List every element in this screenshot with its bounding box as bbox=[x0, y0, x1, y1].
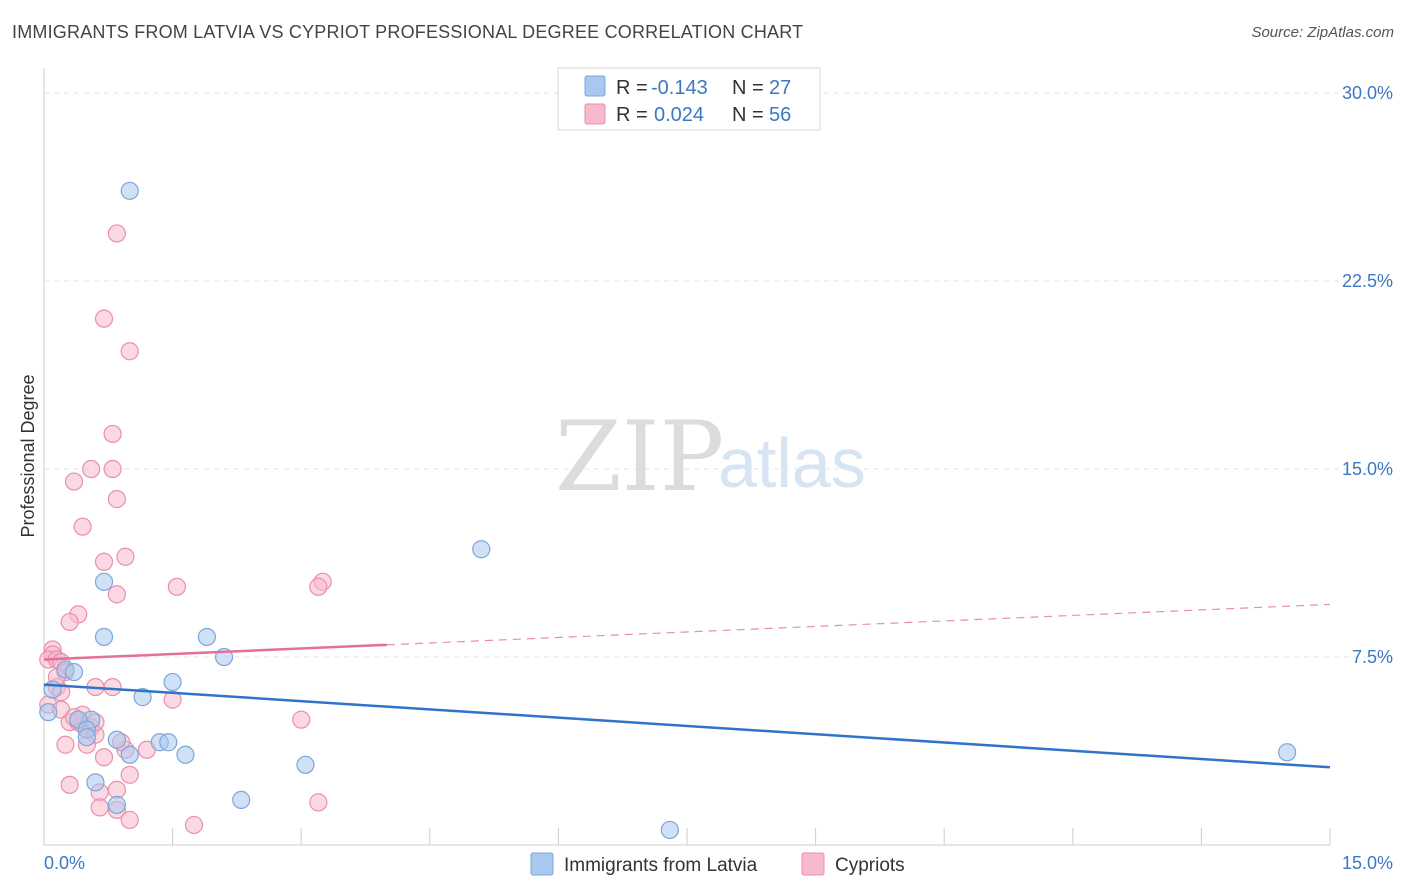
legend-r-label-latvia: R = bbox=[616, 77, 648, 99]
point-cypriots-43[interactable] bbox=[60, 775, 79, 794]
point-cypriots-49[interactable] bbox=[120, 810, 139, 830]
legend-r-label-cypriots: R = bbox=[616, 104, 648, 126]
point-cypriots-47[interactable] bbox=[90, 798, 109, 817]
y-tick-label-2: 22.5% bbox=[1342, 271, 1393, 291]
y-tick-label-3: 30.0% bbox=[1342, 83, 1393, 103]
point-latvia-1[interactable] bbox=[472, 540, 491, 559]
y-tick-labels: 7.5% 15.0% 22.5% 30.0% bbox=[1342, 83, 1393, 667]
point-latvia-25[interactable] bbox=[660, 820, 679, 840]
y-tick-label-1: 15.0% bbox=[1342, 459, 1393, 479]
point-latvia-16[interactable] bbox=[107, 730, 126, 749]
point-latvia-3[interactable] bbox=[94, 627, 114, 647]
point-cypriots-41[interactable] bbox=[94, 748, 114, 767]
point-latvia-26[interactable] bbox=[1278, 743, 1297, 762]
bottom-legend-label-cypriots[interactable]: Cypriots bbox=[835, 855, 905, 876]
legend-swatch-cypriots bbox=[584, 103, 606, 125]
trend-line-cypriots-extension bbox=[386, 603, 1331, 646]
point-cypriots-10[interactable] bbox=[94, 552, 114, 571]
bottom-legend-label-latvia[interactable]: Immigrants from Latvia bbox=[564, 855, 758, 876]
point-latvia-10[interactable] bbox=[133, 688, 152, 707]
watermark-zip: ZIP bbox=[555, 401, 724, 513]
point-latvia-11[interactable] bbox=[39, 703, 58, 722]
point-cypriots-46[interactable] bbox=[309, 793, 328, 812]
point-latvia-23[interactable] bbox=[107, 795, 126, 814]
bottom-legend-swatch-latvia[interactable] bbox=[530, 852, 554, 876]
x-tick-label-max: 15.0% bbox=[1342, 853, 1393, 873]
point-latvia-24[interactable] bbox=[232, 790, 251, 809]
point-cypriots-50[interactable] bbox=[184, 815, 204, 835]
trend-line-cypriots bbox=[43, 643, 387, 661]
legend-swatch-latvia bbox=[584, 75, 606, 97]
point-cypriots-25[interactable] bbox=[103, 677, 122, 697]
point-cypriots-3[interactable] bbox=[103, 424, 122, 444]
point-latvia-18[interactable] bbox=[159, 733, 178, 752]
bottom-legend: Immigrants from Latvia Cypriots bbox=[530, 852, 905, 876]
point-latvia-15[interactable] bbox=[77, 728, 96, 747]
point-cypriots-4[interactable] bbox=[82, 459, 101, 479]
point-cypriots-2[interactable] bbox=[120, 342, 139, 361]
y-axis-label: Professional Degree bbox=[18, 374, 38, 537]
legend-n-label-latvia: N = bbox=[732, 77, 764, 99]
source-label[interactable]: Source: ZipAtlas.com bbox=[1251, 24, 1394, 41]
legend-n-label-cypriots: N = bbox=[732, 104, 764, 126]
trend-lines bbox=[43, 603, 1331, 769]
point-cypriots-14[interactable] bbox=[107, 585, 126, 604]
point-latvia-22[interactable] bbox=[86, 773, 105, 792]
point-cypriots-8[interactable] bbox=[73, 517, 92, 536]
point-latvia-2[interactable] bbox=[94, 572, 114, 591]
y-tick-label-0: 7.5% bbox=[1352, 647, 1393, 667]
legend-r-value-cypriots: 0.024 bbox=[654, 104, 704, 126]
point-latvia-19[interactable] bbox=[120, 745, 139, 764]
point-latvia-7[interactable] bbox=[64, 662, 84, 682]
chart-title: IMMIGRANTS FROM LATVIA VS CYPRIOT PROFES… bbox=[12, 22, 804, 42]
x-tick-label-min: 0.0% bbox=[44, 853, 85, 873]
point-latvia-20[interactable] bbox=[176, 745, 195, 764]
top-legend: R = -0.143 N = 27 R = 0.024 N = 56 bbox=[557, 67, 821, 131]
point-cypriots-1[interactable] bbox=[94, 309, 114, 328]
point-cypriots-9[interactable] bbox=[116, 547, 135, 566]
point-latvia-21[interactable] bbox=[296, 755, 315, 774]
point-latvia-4[interactable] bbox=[197, 627, 216, 647]
legend-r-value-latvia: -0.143 bbox=[651, 77, 708, 99]
point-cypriots-37[interactable] bbox=[56, 735, 75, 754]
point-cypriots-16[interactable] bbox=[60, 612, 79, 632]
watermark-atlas: atlas bbox=[718, 424, 866, 502]
watermark: ZIP atlas bbox=[555, 401, 866, 513]
point-cypriots-42[interactable] bbox=[120, 765, 139, 784]
point-cypriots-0[interactable] bbox=[107, 224, 126, 243]
bottom-legend-swatch-cypriots[interactable] bbox=[801, 852, 825, 876]
point-cypriots-6[interactable] bbox=[64, 472, 84, 491]
trend-line-latvia bbox=[43, 683, 1331, 769]
legend-n-value-latvia: 27 bbox=[769, 77, 791, 99]
point-cypriots-13[interactable] bbox=[309, 577, 328, 596]
point-cypriots-7[interactable] bbox=[107, 490, 126, 509]
point-latvia-9[interactable] bbox=[163, 672, 182, 692]
point-latvia-0[interactable] bbox=[120, 181, 139, 200]
point-cypriots-12[interactable] bbox=[167, 577, 186, 596]
x-ticks bbox=[43, 828, 1331, 845]
point-cypriots-30[interactable] bbox=[292, 710, 311, 729]
gridlines bbox=[44, 92, 1393, 658]
point-cypriots-5[interactable] bbox=[103, 459, 122, 479]
legend-n-value-cypriots: 56 bbox=[769, 104, 791, 126]
